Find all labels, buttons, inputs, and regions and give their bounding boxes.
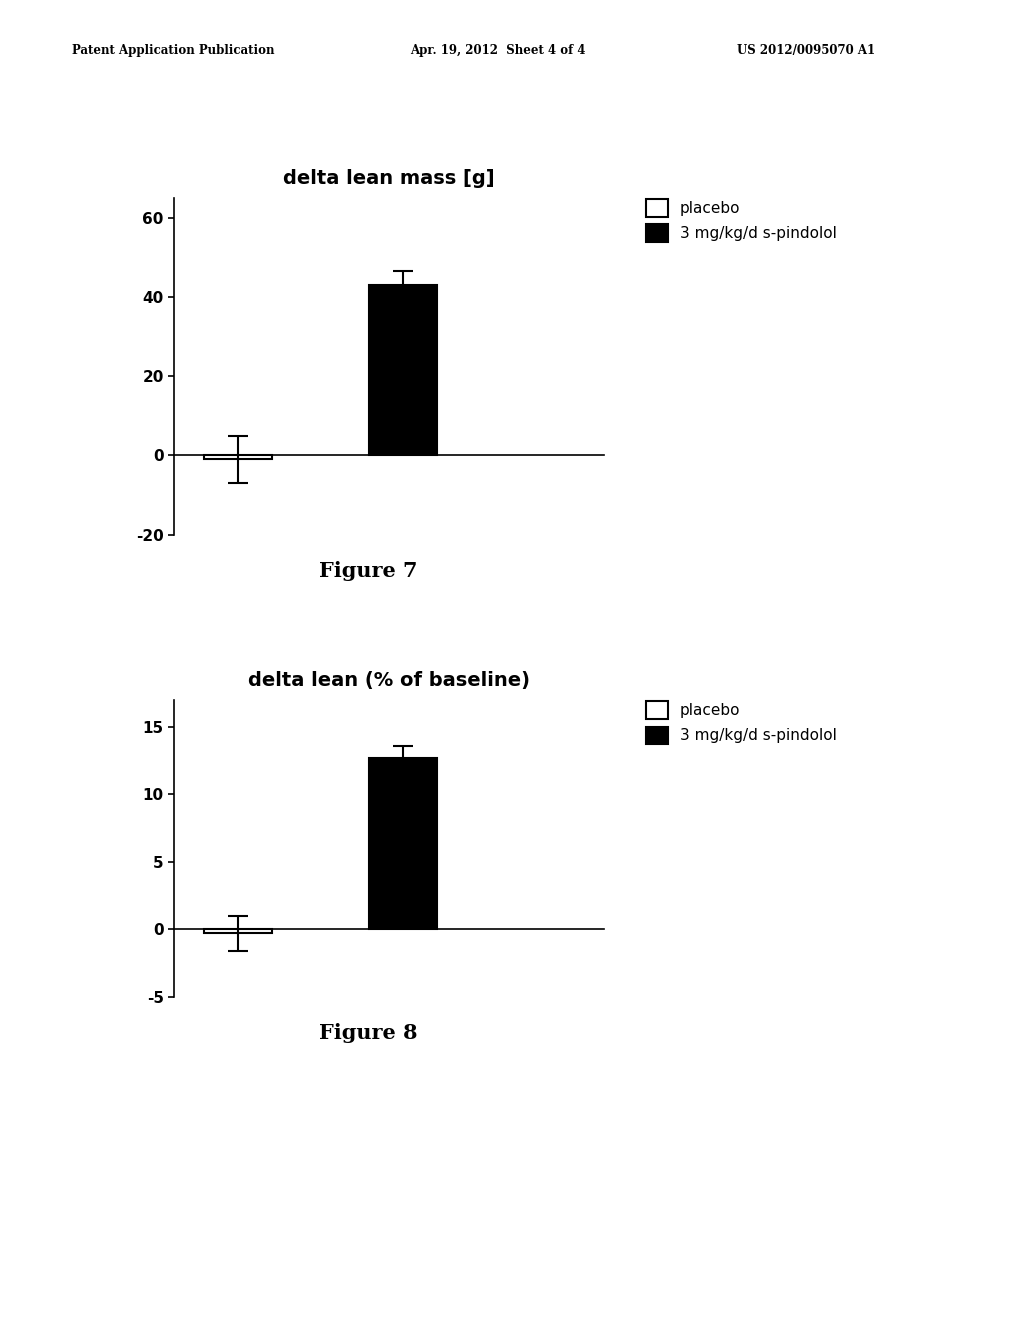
Legend: placebo, 3 mg/kg/d s-pindolol: placebo, 3 mg/kg/d s-pindolol: [646, 199, 837, 242]
Legend: placebo, 3 mg/kg/d s-pindolol: placebo, 3 mg/kg/d s-pindolol: [646, 701, 837, 744]
Text: US 2012/0095070 A1: US 2012/0095070 A1: [737, 44, 876, 57]
Text: Figure 8: Figure 8: [319, 1023, 418, 1043]
Bar: [204, 455, 272, 459]
Bar: [204, 929, 272, 933]
Title: delta lean mass [g]: delta lean mass [g]: [284, 169, 495, 189]
Bar: [369, 285, 437, 455]
Text: Figure 7: Figure 7: [319, 561, 418, 581]
Text: Patent Application Publication: Patent Application Publication: [72, 44, 274, 57]
Text: Apr. 19, 2012  Sheet 4 of 4: Apr. 19, 2012 Sheet 4 of 4: [410, 44, 585, 57]
Bar: [369, 758, 437, 929]
Title: delta lean (% of baseline): delta lean (% of baseline): [248, 671, 530, 690]
